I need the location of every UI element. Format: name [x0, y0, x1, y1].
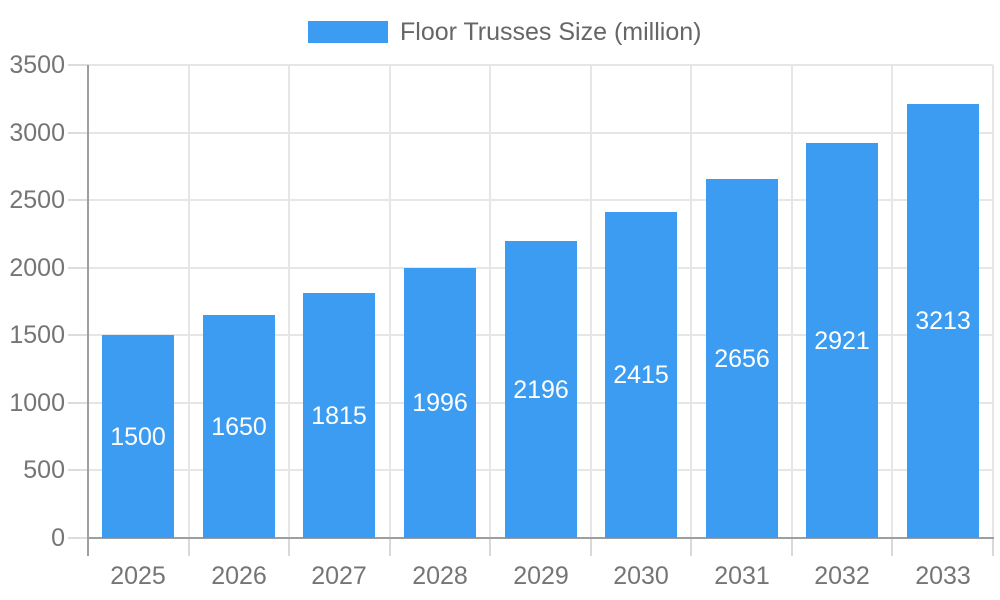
x-tick-label: 2033: [915, 562, 971, 590]
bar[interactable]: [806, 143, 878, 538]
x-tick: [791, 538, 793, 556]
x-tick: [690, 538, 692, 556]
y-tick: [68, 334, 88, 336]
y-tick-label: 3500: [9, 51, 65, 79]
legend-item[interactable]: Floor Trusses Size (million): [308, 18, 701, 46]
x-tick-label: 2025: [110, 562, 166, 590]
x-tick-label: 2026: [211, 562, 267, 590]
y-tick: [68, 537, 88, 539]
bar-value-label: 1500: [110, 423, 166, 451]
x-tick-label: 2027: [311, 562, 367, 590]
h-gridline: [88, 64, 993, 66]
bar[interactable]: [907, 104, 979, 538]
x-tick-label: 2030: [613, 562, 669, 590]
x-tick-label: 2032: [814, 562, 870, 590]
bar-value-label: 2415: [613, 361, 669, 389]
y-tick: [68, 132, 88, 134]
y-tick-label: 3000: [9, 119, 65, 147]
x-tick: [992, 538, 994, 556]
x-tick: [891, 538, 893, 556]
v-gridline: [992, 65, 994, 538]
y-tick: [68, 64, 88, 66]
legend-label: Floor Trusses Size (million): [400, 17, 702, 46]
bar[interactable]: [404, 268, 476, 538]
v-gridline: [389, 65, 391, 538]
bar-value-label: 1815: [311, 402, 367, 430]
x-tick: [590, 538, 592, 556]
v-gridline: [288, 65, 290, 538]
legend-swatch: [308, 21, 388, 43]
bar-value-label: 3213: [915, 307, 971, 335]
x-tick-label: 2031: [714, 562, 770, 590]
y-tick-label: 2000: [9, 254, 65, 282]
y-tick-label: 1000: [9, 389, 65, 417]
x-axis-line: [87, 537, 994, 539]
v-gridline: [590, 65, 592, 538]
bar-value-label: 1650: [211, 413, 267, 441]
x-tick: [389, 538, 391, 556]
y-tick: [68, 199, 88, 201]
y-axis-line: [87, 65, 89, 556]
y-tick-label: 500: [23, 456, 65, 484]
h-gridline: [88, 199, 993, 201]
y-tick-label: 0: [51, 524, 65, 552]
v-gridline: [690, 65, 692, 538]
v-gridline: [891, 65, 893, 538]
y-tick: [68, 469, 88, 471]
bar-value-label: 1996: [412, 389, 468, 417]
h-gridline: [88, 132, 993, 134]
x-tick-label: 2028: [412, 562, 468, 590]
bar[interactable]: [303, 293, 375, 538]
bar[interactable]: [505, 241, 577, 538]
y-tick-label: 1500: [9, 321, 65, 349]
bar[interactable]: [706, 179, 778, 538]
bar-value-label: 2196: [513, 376, 569, 404]
bar-value-label: 2656: [714, 345, 770, 373]
x-tick: [489, 538, 491, 556]
x-tick-label: 2029: [513, 562, 569, 590]
bar[interactable]: [203, 315, 275, 538]
y-tick: [68, 267, 88, 269]
y-tick-label: 2500: [9, 186, 65, 214]
y-tick: [68, 402, 88, 404]
x-tick: [288, 538, 290, 556]
bar-value-label: 2921: [814, 327, 870, 355]
v-gridline: [489, 65, 491, 538]
bar[interactable]: [605, 212, 677, 538]
x-tick: [188, 538, 190, 556]
v-gridline: [791, 65, 793, 538]
v-gridline: [188, 65, 190, 538]
bar[interactable]: [102, 335, 174, 538]
